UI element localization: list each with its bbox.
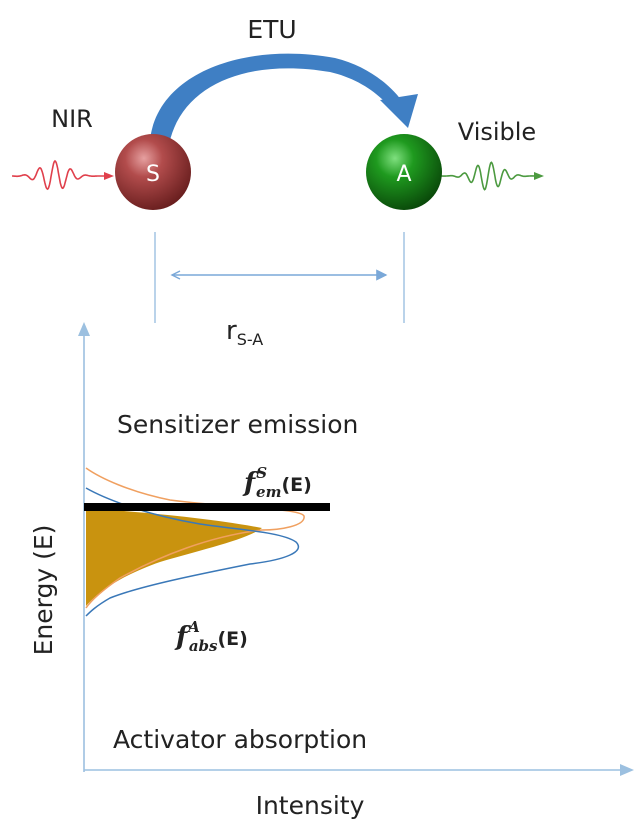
emission-function-label: fS em(E) <box>242 464 312 501</box>
emission-fn-arg: (E) <box>281 474 311 496</box>
emission-fn-sup: S <box>256 464 267 482</box>
nir-wave-arrowhead <box>104 172 114 180</box>
absorption-fn-base: f <box>174 622 191 652</box>
y-axis-arrowhead <box>78 322 90 336</box>
etu-arrow <box>150 53 404 150</box>
visible-wave-arrowhead <box>534 172 544 180</box>
emission-curve <box>85 467 305 609</box>
overlap-area <box>86 508 262 606</box>
sensitizer-sphere <box>115 134 191 210</box>
emission-fn-base: f <box>242 468 259 498</box>
distance-label-base: r <box>226 316 237 346</box>
y-axis-label: Energy (E) <box>29 525 58 656</box>
x-axis-arrowhead <box>620 764 634 776</box>
absorption-fn-sub: abs <box>189 637 218 655</box>
distance-label-subscript: S-A <box>237 330 264 349</box>
etu-arrowhead <box>380 94 418 128</box>
activator-letter: A <box>396 162 411 187</box>
x-axis-label: Intensity <box>256 791 365 820</box>
activator-sphere <box>366 134 442 210</box>
emission-fn-sub: em <box>256 483 281 501</box>
activator-caption: Activator absorption <box>113 725 367 754</box>
etu-label: ETU <box>247 15 296 44</box>
threshold-bar <box>84 503 330 511</box>
absorption-curve <box>85 487 299 617</box>
absorption-function-label: fA abs(E) <box>174 618 248 655</box>
visible-wave <box>440 161 536 191</box>
sensitizer-letter: S <box>146 162 160 187</box>
visible-label: Visible <box>458 118 536 146</box>
nir-wave <box>12 159 106 191</box>
distance-label: rS-A <box>226 316 263 349</box>
absorption-fn-arg: (E) <box>217 628 247 650</box>
nir-label: NIR <box>51 105 93 133</box>
distance-arrow-tail <box>170 270 181 280</box>
absorption-fn-sup: A <box>186 618 200 636</box>
sensitizer-caption: Sensitizer emission <box>117 410 358 439</box>
